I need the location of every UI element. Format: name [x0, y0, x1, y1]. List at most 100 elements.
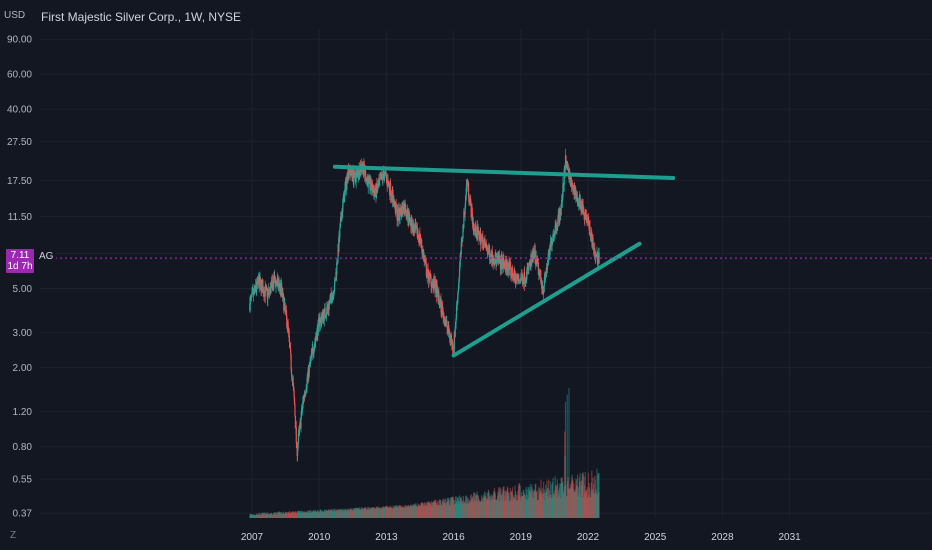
- candle-body: [250, 297, 252, 300]
- x-tick-label: 2031: [778, 532, 801, 543]
- candle-body: [518, 278, 520, 281]
- volume-bar: [581, 480, 583, 518]
- volume-bar: [349, 508, 351, 518]
- volume-bar: [356, 508, 358, 518]
- candle-body: [293, 390, 295, 398]
- candle-body: [346, 180, 349, 184]
- volume-bar: [470, 494, 472, 518]
- volume-bar: [471, 499, 473, 518]
- candle-body: [350, 173, 352, 176]
- volume-bar: [292, 510, 294, 518]
- volume-bar: [254, 514, 256, 518]
- volume-bar: [256, 513, 258, 518]
- y-tick-label: 0.55: [13, 474, 33, 485]
- candle-body: [391, 190, 393, 202]
- volume-bar: [560, 477, 562, 518]
- volume-bar: [358, 507, 360, 518]
- volume-bar: [406, 507, 409, 518]
- candle-body: [415, 225, 418, 229]
- volume-bar: [353, 507, 356, 518]
- volume-bar: [542, 498, 544, 518]
- volume-bar: [438, 505, 440, 518]
- candle-body: [525, 281, 527, 283]
- candle-body: [487, 250, 489, 255]
- volume-bar: [416, 506, 418, 518]
- candle-body: [367, 177, 369, 188]
- volume-bar: [494, 493, 496, 518]
- volume-bar: [369, 507, 371, 518]
- candle-body: [436, 285, 438, 289]
- volume-bar: [379, 508, 381, 518]
- volume-bar: [552, 493, 555, 518]
- candle-body: [398, 208, 400, 217]
- volume-bar: [294, 511, 296, 518]
- volume-bar: [551, 497, 553, 518]
- volume-bar: [328, 509, 331, 518]
- volume-bar: [299, 511, 301, 518]
- volume-bar: [381, 508, 383, 518]
- volume-bar: [315, 511, 318, 518]
- candle-body: [479, 236, 481, 241]
- volume-bar: [417, 506, 419, 518]
- volume-bar: [328, 511, 330, 518]
- volume-bar: [505, 500, 507, 518]
- volume-bar: [355, 507, 357, 518]
- candle-body: [503, 260, 505, 262]
- volume-bar: [361, 507, 363, 518]
- candle-body: [482, 236, 484, 249]
- candle-body: [427, 268, 429, 271]
- candle-body: [270, 286, 272, 294]
- volume-bar: [524, 498, 527, 518]
- volume-bar: [583, 497, 585, 518]
- candle-body: [357, 175, 359, 177]
- volume-bar: [304, 512, 306, 518]
- volume-bar: [249, 513, 251, 518]
- volume-bar: [385, 506, 387, 518]
- y-tick-label: 2.00: [13, 363, 33, 374]
- candle-body: [557, 215, 559, 221]
- volume-bar: [527, 497, 530, 518]
- volume-bar: [496, 496, 499, 518]
- volume-bar: [308, 510, 310, 518]
- volume-bar: [307, 511, 309, 518]
- volume-bar: [284, 512, 287, 518]
- volume-bar: [489, 499, 491, 518]
- candle-body: [573, 185, 576, 194]
- volume-bar: [275, 512, 277, 518]
- candle-body: [392, 194, 394, 203]
- volume-bar: [296, 511, 298, 518]
- candle-body: [455, 317, 457, 323]
- volume-bar: [315, 510, 317, 518]
- candle-body: [377, 184, 379, 191]
- log-scale-toggle[interactable]: Z: [10, 530, 17, 541]
- volume-bar: [595, 491, 597, 518]
- candle-body: [254, 285, 256, 292]
- volume-bar: [390, 505, 392, 518]
- candle-body: [408, 213, 411, 223]
- candle-body: [431, 282, 434, 288]
- volume-bar: [529, 490, 531, 518]
- volume-bar: [450, 498, 452, 518]
- volume-bar: [528, 490, 530, 518]
- volume-bar: [270, 512, 272, 518]
- candle-body: [265, 286, 267, 289]
- candle-body: [310, 352, 312, 358]
- volume-bar: [437, 504, 439, 518]
- volume-bar: [303, 511, 305, 518]
- volume-bar: [400, 505, 402, 518]
- volume-bar: [405, 506, 407, 518]
- candle-body: [491, 251, 493, 260]
- volume-bar: [415, 505, 417, 518]
- volume-bar: [268, 514, 270, 518]
- candle-body: [405, 205, 407, 214]
- candle-body: [328, 303, 330, 310]
- candle-body: [351, 167, 353, 174]
- volume-bar: [404, 505, 406, 518]
- volume-bar: [299, 513, 302, 518]
- volume-bar: [420, 504, 422, 518]
- volume-bar: [579, 473, 581, 518]
- volume-bar: [461, 502, 464, 518]
- candle-body: [501, 264, 503, 270]
- volume-bar: [526, 489, 528, 518]
